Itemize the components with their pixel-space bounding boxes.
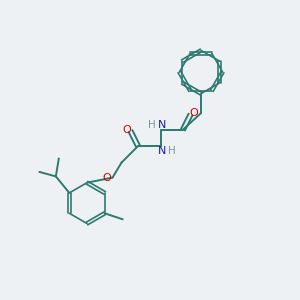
Text: O: O — [103, 172, 112, 183]
Text: O: O — [122, 124, 131, 135]
Text: N: N — [158, 146, 166, 156]
Text: O: O — [190, 108, 199, 118]
Text: H: H — [148, 120, 156, 130]
Text: N: N — [158, 120, 166, 130]
Text: H: H — [168, 146, 176, 156]
